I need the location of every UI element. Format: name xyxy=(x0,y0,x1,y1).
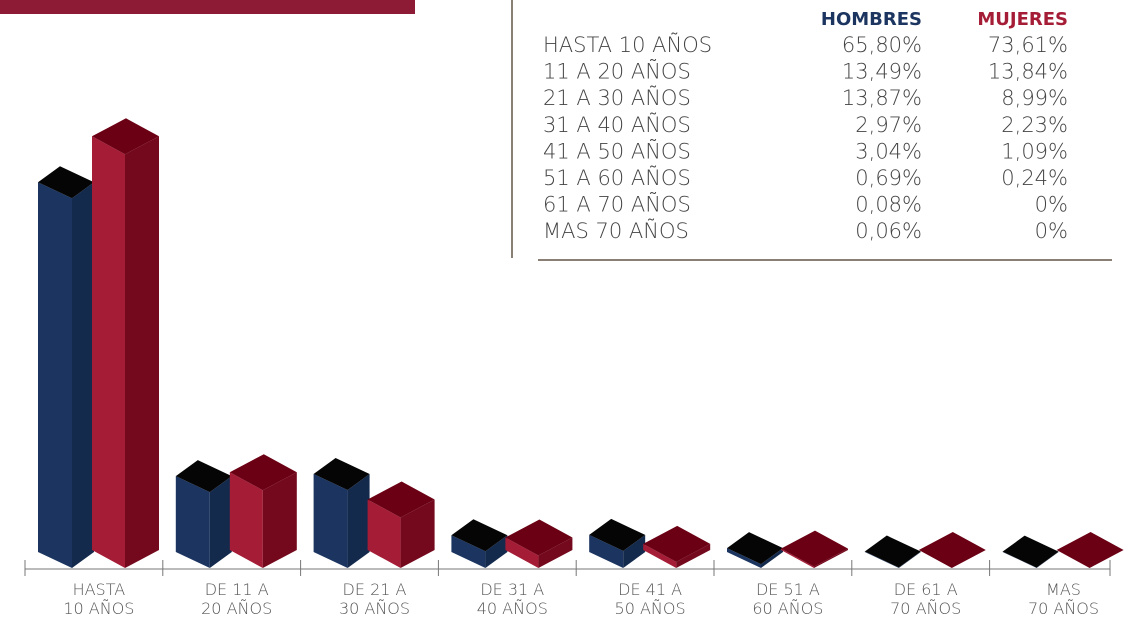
table-value: 73,61% xyxy=(988,33,1068,57)
bar-front xyxy=(229,472,263,568)
bar-top xyxy=(451,519,508,552)
bar-side xyxy=(676,543,711,568)
bar xyxy=(781,530,848,568)
table-value: 8,99% xyxy=(1001,86,1068,110)
bar-top xyxy=(313,458,370,491)
bar-side xyxy=(898,551,921,568)
header-band xyxy=(0,0,415,14)
bar xyxy=(1002,535,1059,568)
bar-top xyxy=(864,535,921,568)
table-label: 21 A 30 AÑOS xyxy=(543,85,691,110)
bar xyxy=(589,518,646,568)
bar-front xyxy=(175,476,210,568)
table-label: 51 A 60 AÑOS xyxy=(543,165,691,190)
bar-top xyxy=(92,118,159,155)
bar-top xyxy=(1056,532,1124,568)
bar-top xyxy=(367,481,435,518)
bar xyxy=(727,532,783,568)
table-value: 0,24% xyxy=(1001,166,1068,190)
bar xyxy=(229,454,297,568)
table-label: HASTA 10 AÑOS xyxy=(543,32,712,57)
bar xyxy=(92,118,159,568)
bar-front xyxy=(92,136,125,568)
bar-front xyxy=(1002,551,1037,568)
table-value: 0,06% xyxy=(855,219,922,243)
bar-side xyxy=(347,474,370,568)
x-tick-label: DE 31 A 40 AÑOS xyxy=(476,580,548,618)
bar-side xyxy=(72,182,94,569)
bar xyxy=(367,481,435,568)
legend-hombres: HOMBRES xyxy=(821,9,922,30)
table-label: MAS 70 AÑOS xyxy=(543,218,689,243)
bar xyxy=(313,458,370,568)
bar-top xyxy=(38,166,94,199)
table-label: 11 A 20 AÑOS xyxy=(543,59,691,84)
table-value: 0,08% xyxy=(855,193,922,217)
x-tick-label: DE 51 A 60 AÑOS xyxy=(752,580,824,618)
table-value: 0,69% xyxy=(855,166,922,190)
bar-top xyxy=(781,530,848,567)
x-tick-label: MAS 70 AÑOS xyxy=(1027,580,1100,618)
bar-front xyxy=(313,474,348,568)
x-tick-label: DE 41 A 50 AÑOS xyxy=(614,580,686,618)
bar xyxy=(643,525,711,568)
bar xyxy=(38,166,94,569)
table-label: 41 A 50 AÑOS xyxy=(543,138,691,163)
bar-front xyxy=(505,537,539,568)
bar-side xyxy=(623,534,646,568)
table-value: 13,84% xyxy=(988,60,1068,84)
bar-top xyxy=(229,454,297,491)
x-tick-label: HASTA 10 AÑOS xyxy=(63,580,135,618)
table-label: 31 A 40 AÑOS xyxy=(543,112,691,137)
table-value: 0% xyxy=(1035,193,1068,217)
bar-top xyxy=(589,518,646,551)
bar-front xyxy=(864,551,899,568)
table-value: 65,80% xyxy=(842,33,922,57)
bar-side xyxy=(761,548,783,568)
bar-top xyxy=(727,532,783,565)
table-value: 1,09% xyxy=(1001,139,1068,163)
x-tick-label: DE 11 A 20 AÑOS xyxy=(201,580,273,618)
table-value: 0% xyxy=(1035,219,1068,243)
bar-side xyxy=(125,136,159,568)
bar xyxy=(864,535,921,568)
x-tick-label: DE 61 A 70 AÑOS xyxy=(890,580,962,618)
bar xyxy=(175,460,232,568)
bar-side xyxy=(400,499,435,568)
x-tick-label: DE 21 A 30 AÑOS xyxy=(338,580,411,618)
bar xyxy=(918,532,986,568)
bar xyxy=(505,519,573,568)
table-value: 2,97% xyxy=(855,113,922,137)
bar-side xyxy=(262,472,297,568)
bar-front xyxy=(727,548,761,568)
table-label: 61 A 70 AÑOS xyxy=(543,192,691,217)
bar-top xyxy=(643,525,711,562)
bar-side xyxy=(538,537,573,568)
table-value: 3,04% xyxy=(855,139,922,163)
bar-front xyxy=(367,499,401,568)
bar-top xyxy=(175,460,232,493)
bar-front xyxy=(589,534,624,568)
bar-top xyxy=(1002,535,1059,568)
bar-side xyxy=(1036,551,1059,568)
bar-front xyxy=(38,182,72,569)
bar-side xyxy=(209,476,232,568)
legend-mujeres: MUJERES xyxy=(977,9,1068,30)
bar-front xyxy=(781,548,814,568)
bar-front xyxy=(451,535,486,568)
bar xyxy=(451,519,508,568)
table-value: 2,23% xyxy=(1001,113,1068,137)
bar-top xyxy=(505,519,573,556)
bar-front xyxy=(643,543,677,568)
table-value: 13,49% xyxy=(842,60,922,84)
bar-side xyxy=(814,548,848,568)
bar xyxy=(1056,532,1124,568)
bar-top xyxy=(918,532,986,568)
bar-side xyxy=(485,535,508,568)
table-value: 13,87% xyxy=(842,86,922,110)
